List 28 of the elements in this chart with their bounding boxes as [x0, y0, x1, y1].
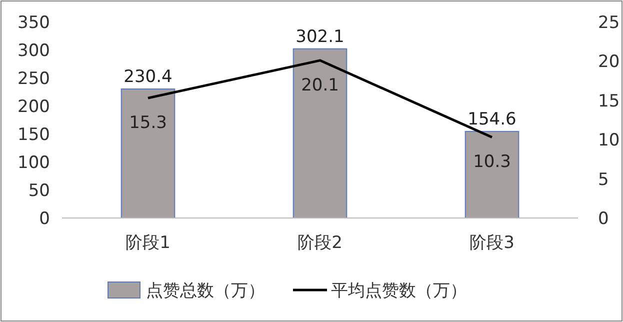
y2-tick-label: 0 — [598, 208, 609, 229]
bar — [464, 130, 520, 218]
y-tick-label: 200 — [18, 96, 50, 117]
y-tick-label: 300 — [18, 40, 50, 61]
y2-tick-label: 10 — [598, 130, 620, 151]
y2-tick-label: 25 — [598, 12, 620, 33]
bar — [292, 48, 348, 218]
data-label: 302.1 — [296, 26, 344, 47]
data-label: 20.1 — [301, 75, 339, 96]
y2-tick-label: 20 — [598, 52, 620, 72]
y-tick-label: 350 — [18, 12, 50, 33]
y-tick-label: 50 — [28, 180, 50, 201]
y2-tick-label: 15 — [598, 91, 620, 112]
legend-label: 点赞总数（万） — [146, 280, 265, 301]
x-tick-label: 阶段2 — [298, 233, 342, 253]
data-label: 230.4 — [124, 66, 172, 87]
y-tick-label: 250 — [18, 68, 50, 89]
legend-label: 平均点赞数（万） — [331, 280, 467, 301]
y-tick-label: 0 — [39, 208, 50, 229]
data-label: 154.6 — [468, 109, 516, 130]
data-label: 15.3 — [129, 113, 167, 134]
bar — [120, 88, 176, 218]
y-tick-label: 100 — [18, 152, 50, 173]
x-tick-label: 阶段3 — [470, 233, 514, 253]
y2-tick-label: 5 — [598, 170, 609, 190]
y-tick-label: 150 — [18, 124, 50, 145]
x-tick-label: 阶段1 — [126, 233, 170, 253]
data-label: 10.3 — [473, 152, 511, 172]
